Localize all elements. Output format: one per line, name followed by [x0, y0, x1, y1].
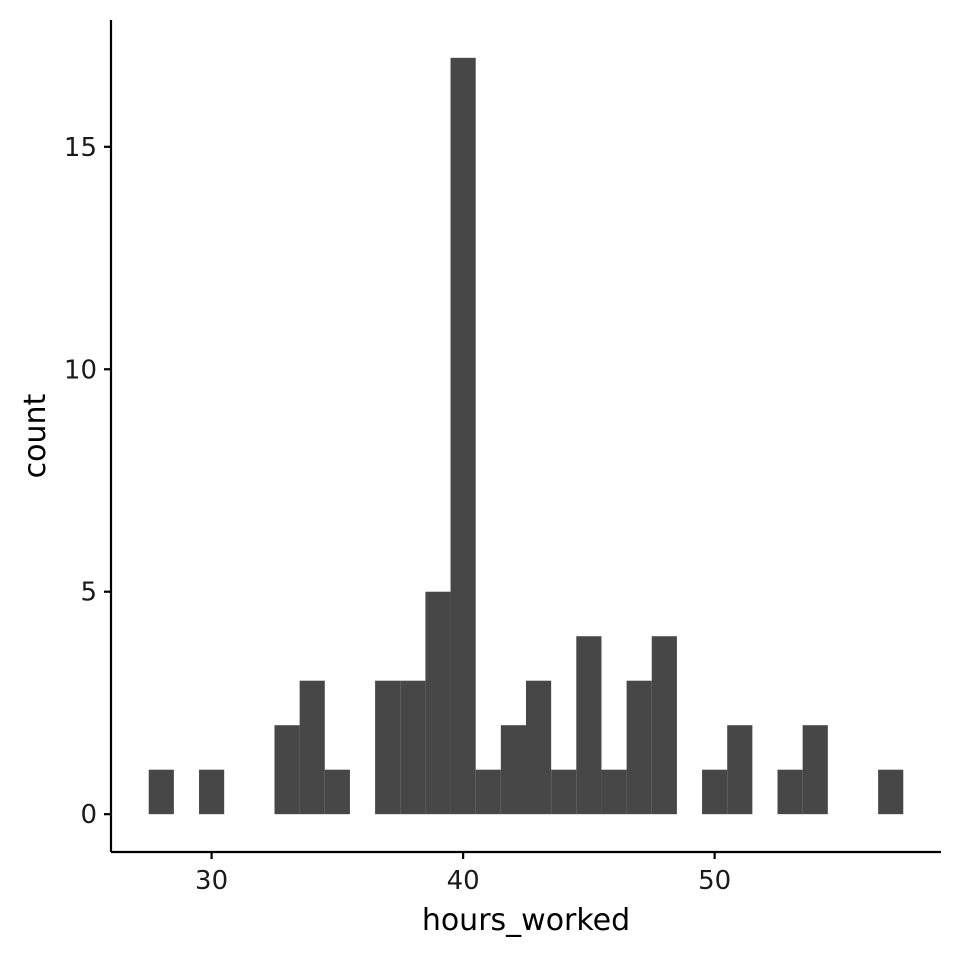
y-tick-label: 5: [80, 578, 97, 608]
histogram-bar: [727, 725, 753, 815]
histogram-bar: [274, 725, 300, 815]
histogram-bar: [375, 680, 401, 815]
y-ticks-group: 0 5 10 15: [64, 133, 111, 830]
histogram-bar: [878, 769, 904, 815]
histogram-bar: [601, 769, 627, 815]
histogram-bar: [475, 769, 501, 815]
histogram-bar: [576, 636, 602, 815]
histogram-bar: [324, 769, 350, 815]
histogram-bar: [702, 769, 728, 815]
x-tick-label: 30: [195, 866, 228, 896]
x-tick-label: 50: [698, 866, 731, 896]
histogram-bar: [199, 769, 225, 815]
histogram-bar: [450, 57, 476, 815]
histogram-bar: [777, 769, 803, 815]
histogram-bar: [500, 725, 526, 815]
histogram-bar: [400, 680, 426, 815]
histogram-bar: [651, 636, 677, 815]
histogram-bar: [526, 680, 552, 815]
y-tick-label: 10: [64, 355, 97, 385]
histogram-bar: [425, 591, 451, 815]
histogram-bar: [802, 725, 828, 815]
x-tick-label: 40: [447, 866, 480, 896]
histogram-bar: [299, 680, 325, 815]
histogram-bar: [626, 680, 652, 815]
y-tick-label: 15: [64, 133, 97, 163]
histogram-bar: [148, 769, 174, 815]
bars-group: [148, 57, 904, 815]
x-axis-title: hours_worked: [422, 903, 630, 938]
y-axis-title: count: [18, 393, 53, 478]
histogram-bar: [551, 769, 577, 815]
y-tick-label: 0: [80, 800, 97, 830]
axes-group: [109, 20, 941, 854]
x-ticks-group: 30 40 50: [195, 852, 731, 896]
